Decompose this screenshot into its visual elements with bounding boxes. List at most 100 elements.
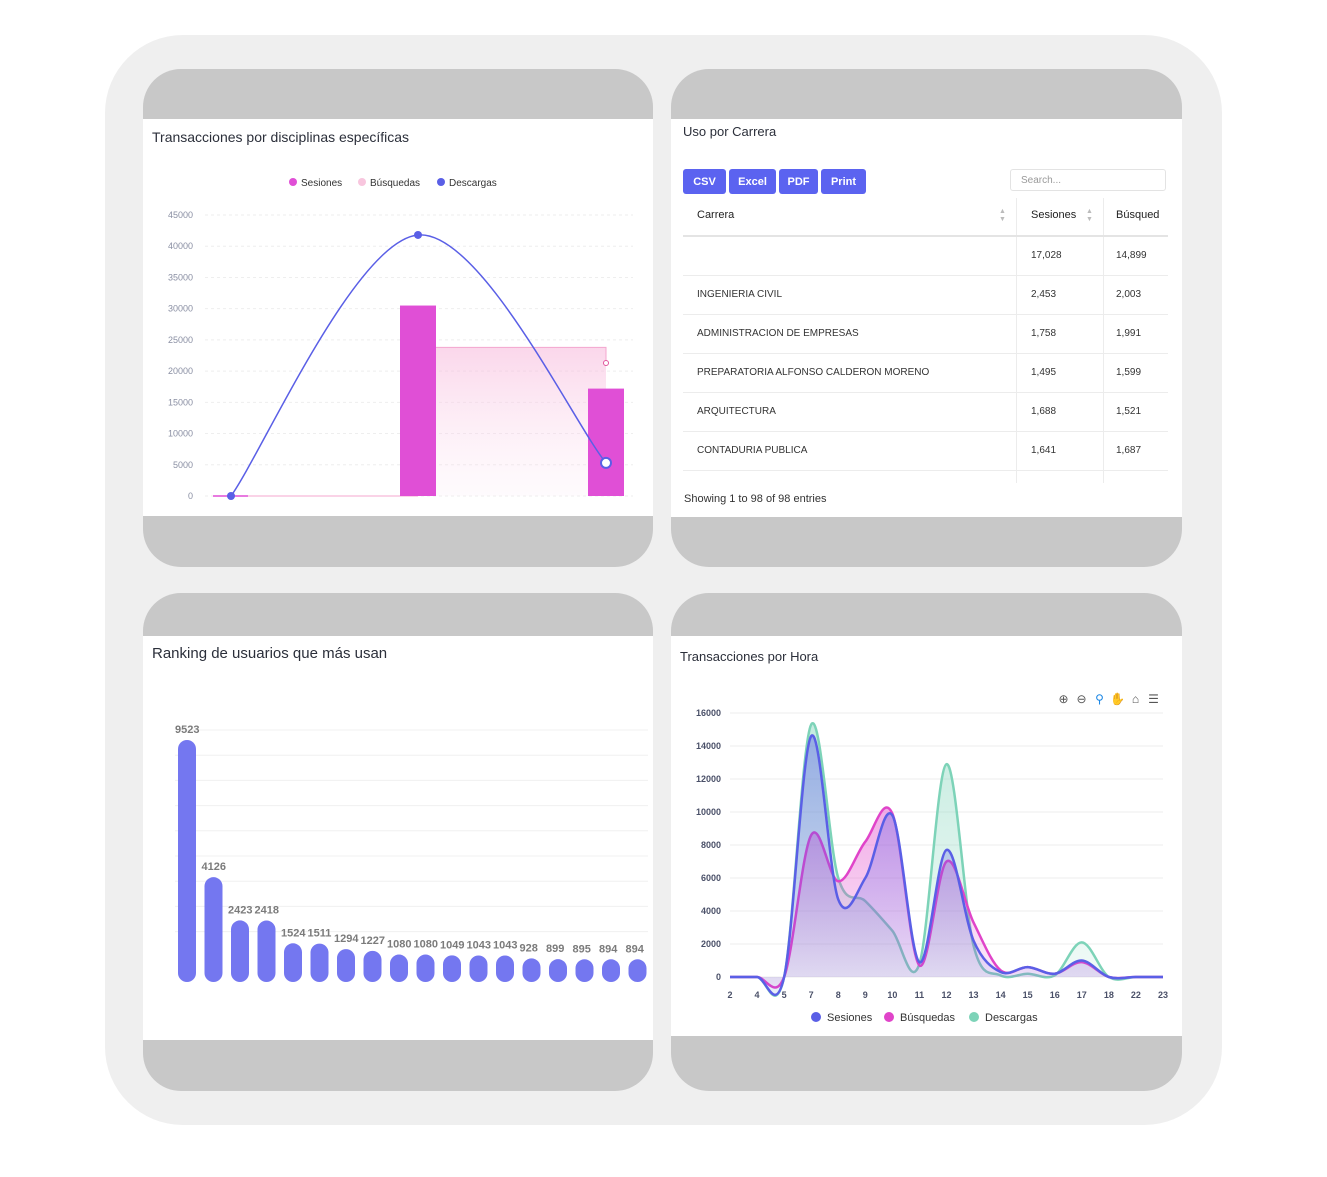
chart1-busquedas-point	[603, 359, 609, 366]
ranking-bar	[522, 958, 541, 982]
ranking-bar-label: 895	[573, 943, 591, 955]
chart1-legend-marker	[358, 178, 366, 186]
chart4-ytick: 12000	[696, 774, 721, 784]
cell-carrera: PREPARATORIA ALFONSO CALDERON MORENO	[697, 367, 930, 378]
excel-button[interactable]: Excel	[729, 169, 776, 194]
table-header-row: Carrera ▲ ▼ Sesiones ▲ ▼ Búsqued	[683, 198, 1168, 237]
search-input[interactable]	[1010, 169, 1166, 191]
print-button[interactable]: Print	[821, 169, 866, 194]
table-row[interactable]: INGENIERIA CIVIL 2,453 2,003	[683, 275, 1168, 315]
chart1-ytick: 45000	[168, 210, 193, 220]
ranking-bar-label: 2418	[255, 905, 279, 917]
table-row[interactable]: CONTADURIA PUBLICA 1,641 1,687	[683, 431, 1168, 471]
chart4-ytick: 4000	[701, 906, 721, 916]
chart4-xtick: 7	[809, 990, 814, 1000]
chart4-xtick: 15	[1023, 990, 1033, 1000]
ranking-bar-label: 1080	[414, 939, 438, 951]
chart4-xtick: 2	[727, 990, 732, 1000]
cell-sesiones: 1,758	[1031, 328, 1057, 339]
col-sesiones[interactable]: Sesiones	[1031, 209, 1077, 221]
chart4-ytick: 10000	[696, 807, 721, 817]
chart1-ytick: 15000	[168, 397, 193, 407]
cell-sesiones: 1,688	[1031, 406, 1057, 417]
sort-sesiones-icon[interactable]: ▲ ▼	[1086, 208, 1093, 223]
chart4-ytick: 2000	[701, 939, 721, 949]
csv-button[interactable]: CSV	[683, 169, 726, 194]
ranking-bar-label: 894	[599, 943, 618, 955]
ranking-bar-label: 1294	[334, 933, 359, 945]
ranking-bar	[257, 920, 276, 982]
sort-carrera-icon[interactable]: ▲ ▼	[999, 208, 1006, 223]
pan-hand-icon[interactable]: ✋	[1110, 691, 1125, 706]
ranking-bar	[575, 959, 594, 982]
chart4-ytick: 8000	[701, 840, 721, 850]
pdf-button[interactable]: PDF	[779, 169, 818, 194]
chart1-ytick: 35000	[168, 272, 193, 282]
col-carrera[interactable]: Carrera	[697, 209, 735, 221]
chart4-xtick: 18	[1104, 990, 1114, 1000]
ranking-bar	[363, 950, 382, 982]
ranking-bar	[628, 959, 647, 982]
chart1-sesiones-bar	[400, 305, 436, 496]
chart4-xtick: 12	[941, 990, 951, 1000]
ranking-bar	[602, 959, 620, 982]
table-row[interactable]: ADMINISTRACION DE EMPRESAS 1,758 1,991	[683, 314, 1168, 354]
ranking-bar-label: 894	[626, 943, 645, 955]
chart4-xtick: 14	[996, 990, 1006, 1000]
chart4-ytick: 6000	[701, 873, 721, 883]
cell-sesiones: 1,495	[1031, 367, 1057, 378]
ranking-bar	[443, 955, 461, 982]
chart1-ytick: 0	[188, 491, 193, 501]
home-icon[interactable]: ⌂	[1131, 691, 1140, 706]
chart4-xtick: 22	[1131, 990, 1141, 1000]
cell-carrera: ADMINISTRACION DE EMPRESAS	[697, 328, 859, 339]
table-row[interactable]: PREPARATORIA ALFONSO CALDERON MORENO 1,4…	[683, 353, 1168, 393]
chart4-area-sesiones	[730, 735, 1163, 995]
chart1-title: Transacciones por disciplinas específica…	[152, 129, 410, 145]
cell-sesiones: 17,028	[1031, 250, 1062, 261]
magnifier-icon[interactable]: ⚲	[1095, 691, 1104, 706]
chart4-xtick: 13	[969, 990, 979, 1000]
ranking-bar	[178, 740, 196, 982]
ranking-bar-label: 1511	[308, 928, 332, 940]
chart1-ytick: 40000	[168, 241, 193, 251]
chart4-xtick: 8	[836, 990, 841, 1000]
ranking-bar	[337, 949, 355, 982]
table-row[interactable]: ARQUITECTURA 1,688 1,521	[683, 392, 1168, 432]
cell-busquedas: 1,991	[1116, 328, 1142, 339]
zoom-out-icon[interactable]: ⊖	[1076, 691, 1087, 706]
ranking-bar	[204, 877, 223, 982]
hourly-title: Transacciones por Hora	[680, 649, 819, 664]
ranking-bar	[390, 954, 408, 982]
chart1-ytick: 25000	[168, 335, 193, 345]
ranking-bar-label: 9523	[175, 724, 199, 736]
table-row[interactable]: 17,028 14,899	[683, 236, 1168, 276]
chart-disciplinas: 45000 40000 35000 30000 25000 20000 15000 10000…	[168, 178, 633, 501]
chart1-ytick: 10000	[168, 429, 193, 439]
chart4-xtick: 5	[782, 990, 787, 1000]
cell-busquedas: 1,521	[1116, 406, 1142, 417]
chart4-xtick: 16	[1050, 990, 1060, 1000]
chart4-legend-marker	[811, 1012, 821, 1022]
menu-icon[interactable]: ☰	[1148, 691, 1159, 706]
chart1-sesiones-bar	[588, 388, 624, 496]
chart4-xtick: 11	[915, 990, 925, 1000]
chart1-legend-label: Descargas	[449, 178, 497, 189]
ranking-bar	[310, 943, 329, 982]
chart1-busquedas-area	[436, 347, 606, 496]
chart4-xtick: 17	[1077, 990, 1087, 1000]
chart4-xtick: 9	[863, 990, 868, 1000]
col-busquedas[interactable]: Búsqued	[1116, 209, 1160, 221]
chart4-legend-label: Descargas	[985, 1012, 1038, 1024]
cell-sesiones: 1,641	[1031, 445, 1057, 456]
ranking-bar	[496, 955, 514, 982]
chart4-xtick: 10	[887, 990, 897, 1000]
chart1-descargas-point	[414, 230, 422, 239]
cell-carrera: CONTADURIA PUBLICA	[697, 445, 808, 456]
ranking-bar-label: 1080	[387, 939, 411, 951]
chart-hourly: 16000 14000 12000 10000 8000 6000 4000 2000 02 4 5…	[696, 708, 1168, 1024]
ranking-bar	[416, 954, 435, 982]
zoom-in-icon[interactable]: ⊕	[1058, 691, 1069, 706]
ranking-bar-label: 1043	[467, 939, 491, 951]
